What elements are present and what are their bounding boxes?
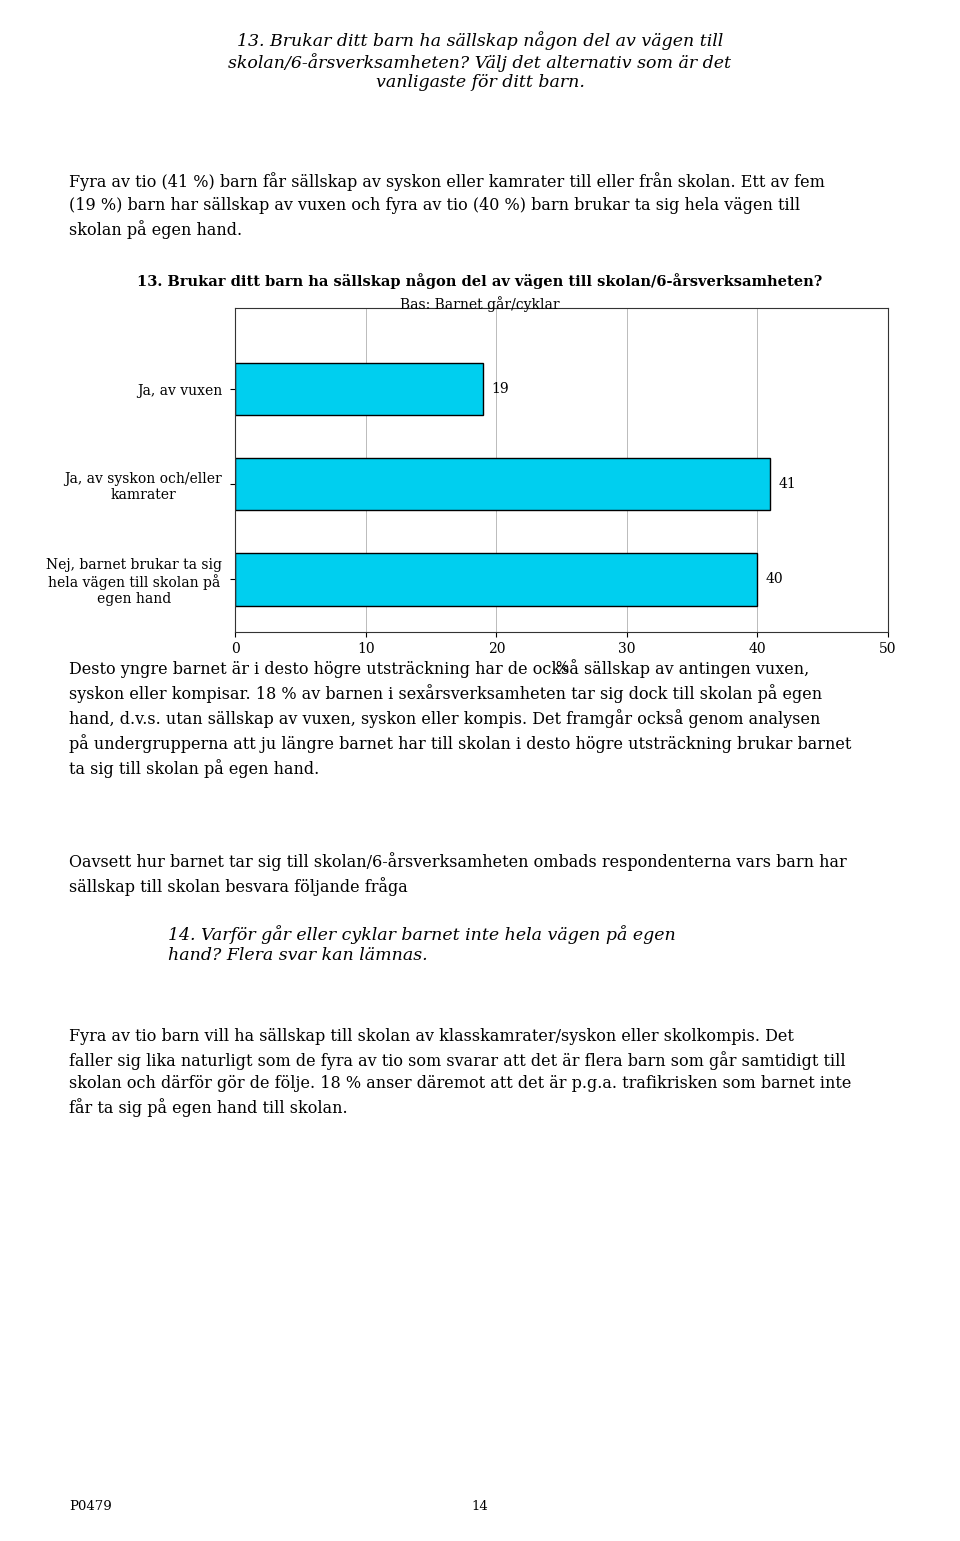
Text: 14: 14 xyxy=(471,1501,489,1513)
Bar xyxy=(235,553,757,606)
Text: 40: 40 xyxy=(765,572,783,587)
Text: 19: 19 xyxy=(492,382,509,396)
Text: 13. Brukar ditt barn ha sällskap någon del av vägen till
skolan/6-årsverksamhete: 13. Brukar ditt barn ha sällskap någon d… xyxy=(228,31,732,91)
Text: Fyra av tio barn vill ha sällskap till skolan av klasskamrater/syskon eller skol: Fyra av tio barn vill ha sällskap till s… xyxy=(69,1028,852,1117)
Text: Bas: Barnet går/cyklar: Bas: Barnet går/cyklar xyxy=(400,296,560,311)
X-axis label: %: % xyxy=(555,661,568,675)
Text: Fyra av tio (41 %) barn får sällskap av syskon eller kamrater till eller från sk: Fyra av tio (41 %) barn får sällskap av … xyxy=(69,173,825,239)
Text: Desto yngre barnet är i desto högre utsträckning har de också sällskap av anting: Desto yngre barnet är i desto högre utst… xyxy=(69,660,852,778)
Bar xyxy=(235,364,483,415)
Text: 14. Varför går eller cyklar barnet inte hela vägen på egen
hand? Flera svar kan : 14. Varför går eller cyklar barnet inte … xyxy=(168,925,676,965)
Bar xyxy=(235,458,771,510)
Text: 41: 41 xyxy=(779,478,796,492)
Text: P0479: P0479 xyxy=(69,1501,112,1513)
Text: Oavsett hur barnet tar sig till skolan/6-årsverksamheten ombads respondenterna v: Oavsett hur barnet tar sig till skolan/6… xyxy=(69,852,847,895)
Text: 13. Brukar ditt barn ha sällskap någon del av vägen till skolan/6-årsverksamhete: 13. Brukar ditt barn ha sällskap någon d… xyxy=(137,273,823,288)
